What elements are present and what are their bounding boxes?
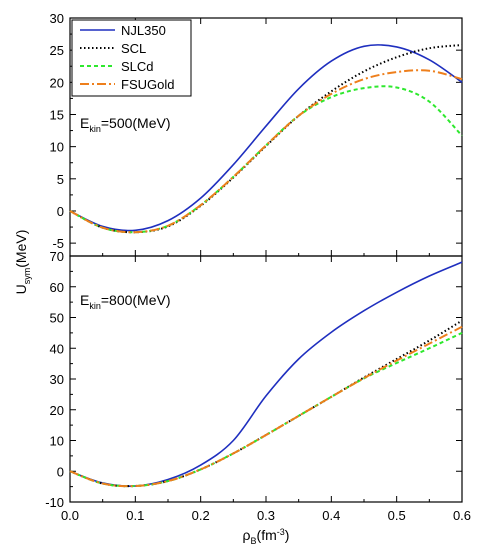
top-y-tick-label: 15: [50, 107, 64, 122]
bottom-y-tick-label: -10: [45, 495, 64, 510]
x-tick-label: 0.1: [126, 508, 144, 523]
bottom-y-tick-label: 10: [50, 434, 64, 449]
bottom-series-slcd: [69, 331, 463, 488]
top-panel-annotation: Ekin=500(MeV): [80, 115, 171, 134]
bottom-y-tick-label: 60: [50, 280, 64, 295]
x-tick-label: 0.3: [257, 508, 275, 523]
top-series-slcd: [69, 85, 463, 234]
top-y-tick-label: 10: [50, 140, 64, 155]
legend-label-scl: SCL: [121, 41, 146, 56]
top-series-njl350: [69, 44, 463, 232]
bottom-y-tick-label: 40: [50, 341, 64, 356]
legend-label-slcd: SLCd: [121, 59, 154, 74]
top-y-tick-label: 25: [50, 43, 64, 58]
legend-label-fsugold: FSUGold: [121, 77, 174, 92]
bottom-y-tick-label: 50: [50, 311, 64, 326]
top-panel: -5 0 5 10 15 20 25 30: [50, 11, 463, 256]
top-y-tick-label: -5: [52, 236, 64, 251]
x-tick-label: 0.5: [388, 508, 406, 523]
x-axis-label: ρB(fm-3): [243, 527, 290, 546]
bottom-y-tick-label: 0: [57, 464, 64, 479]
bottom-series-njl350: [69, 261, 463, 487]
x-tick-label: 0.0: [61, 508, 79, 523]
bottom-series-scl: [69, 319, 463, 488]
bottom-panel: -10 0 10 20 30 40 50 60 70 0.0 0.1 0.2 0.3 0.4 0.5 0.6: [45, 249, 471, 523]
bottom-y-tick-label: 70: [50, 249, 64, 264]
y-axis-label: Usym(MeV): [13, 230, 32, 295]
top-y-tick-label: 5: [57, 172, 64, 187]
bottom-y-tick-label: 20: [50, 403, 64, 418]
legend-label-njl350: NJL350: [121, 23, 166, 38]
top-series-fsugold: [69, 69, 463, 234]
bottom-series-fsugold: [69, 325, 463, 488]
x-tick-label: 0.2: [192, 508, 210, 523]
legend-box: [71, 19, 192, 97]
x-tick-label: 0.4: [322, 508, 340, 523]
bottom-panel-annotation: Ekin=800(MeV): [80, 292, 171, 311]
bottom-y-tick-label: 30: [50, 372, 64, 387]
x-tick-label: 0.6: [453, 508, 471, 523]
top-y-tick-label: 20: [50, 75, 64, 90]
top-y-tick-label: 0: [57, 204, 64, 219]
top-y-tick-label: 30: [50, 11, 64, 26]
legend: NJL350 SCL SLCd FSUGold: [71, 19, 192, 97]
